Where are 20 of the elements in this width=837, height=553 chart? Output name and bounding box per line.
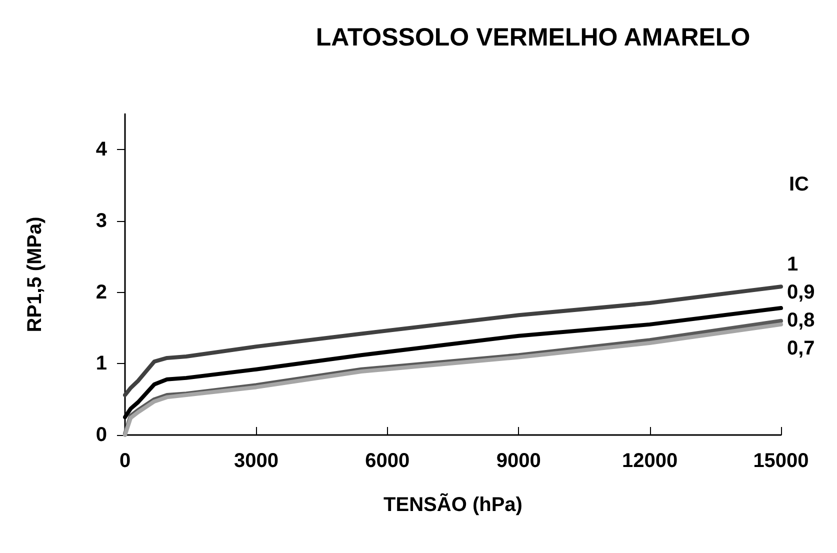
- y-tick-label: 0: [96, 424, 107, 446]
- series-label: 0,7: [787, 338, 815, 360]
- y-tick-label: 1: [96, 352, 107, 375]
- x-axis-title: TENSÃO (hPa): [384, 493, 522, 516]
- y-axis-title: RP1,5 (MPa): [24, 216, 46, 332]
- x-tick-label: 0: [119, 450, 131, 472]
- y-tick-label: 2: [96, 281, 107, 304]
- series-label: 0,8: [787, 310, 815, 332]
- x-tick-label: 9000: [496, 450, 541, 472]
- x-tick-label: 3000: [234, 450, 278, 472]
- y-tick-label: 3: [96, 210, 107, 232]
- x-tick-label: 6000: [365, 450, 410, 472]
- y-tick-label: 4: [96, 138, 108, 161]
- legend-title: IC: [789, 174, 809, 196]
- line-series: [123, 284, 783, 398]
- x-tick-label: 15000: [753, 450, 809, 472]
- series-label: 0,9: [787, 282, 815, 304]
- x-tick-label: 12000: [622, 450, 678, 472]
- chart-title: LATOSSOLO VERMELHO AMARELO: [316, 24, 750, 52]
- series-label: 1: [787, 254, 798, 276]
